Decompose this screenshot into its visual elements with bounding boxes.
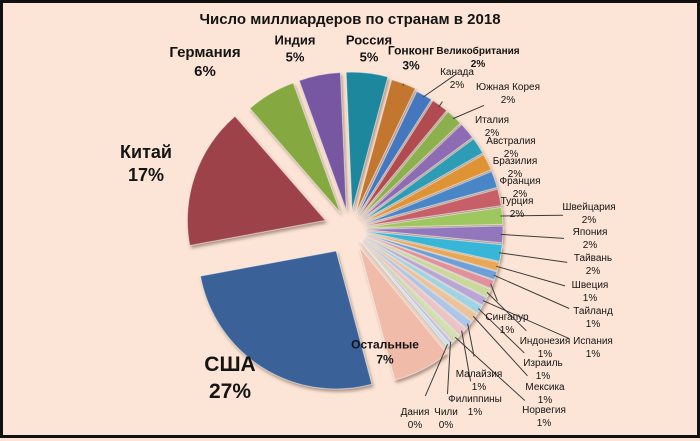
slice-name: Швейцария — [562, 202, 615, 213]
slice-percent: 0% — [434, 420, 458, 433]
slice-name: Мексика — [525, 382, 564, 393]
slice-name: Малайзия — [456, 369, 503, 380]
slice-percent: 2% — [573, 240, 608, 253]
slice-label-18: Тайланд 1% — [573, 306, 613, 332]
slice-label-0: США 27% — [204, 352, 255, 406]
slice-name: Германия — [169, 44, 240, 61]
slice-name: Дания — [401, 407, 430, 418]
slice-percent: 0% — [401, 420, 430, 433]
slice-name: Италия — [475, 115, 509, 126]
leader-line-27 — [447, 342, 450, 394]
slice-name: Сингапур — [485, 312, 528, 323]
slice-label-13: Турция 2% — [501, 196, 534, 222]
leader-line-18 — [494, 275, 569, 308]
slice-label-24: Малайзия 1% — [456, 369, 503, 395]
slice-name: Франция — [500, 176, 541, 187]
slice-percent: 2% — [562, 215, 615, 228]
slice-name: Китай — [120, 142, 172, 162]
slice-label-14: Швейцария 2% — [562, 202, 615, 228]
slice-name: Индонезия — [520, 336, 571, 347]
slice-name: Швеция — [572, 280, 609, 291]
slice-percent: 17% — [120, 164, 172, 187]
slice-name: Чили — [434, 407, 458, 418]
slice-name: Филиппины — [448, 394, 502, 405]
slice-name: Индия — [274, 32, 315, 47]
slice-label-3: Индия 5% — [274, 32, 315, 65]
slice-name: Гонконг — [388, 44, 434, 58]
slice-name: США — [204, 353, 255, 376]
slice-name: Япония — [573, 227, 608, 238]
slice-name: Россия — [346, 32, 392, 47]
slice-name: Бразилия — [493, 156, 538, 167]
slice-percent: 2% — [574, 266, 612, 279]
slice-percent: 7% — [351, 353, 419, 368]
slice-percent: 1% — [522, 418, 566, 431]
slice-label-15: Япония 2% — [573, 227, 608, 253]
slice-label-28: Дания 0% — [401, 407, 430, 433]
slice-name: Австралия — [486, 136, 535, 147]
slice-percent: 5% — [274, 49, 315, 66]
slice-name: Тайвань — [574, 253, 612, 264]
leader-line-16 — [499, 253, 567, 263]
slice-label-27: Чили 0% — [434, 407, 458, 433]
slice-label-7: Канада 2% — [440, 67, 474, 93]
slice-percent: 1% — [456, 382, 503, 395]
slice-percent: 1% — [573, 349, 613, 362]
slice-label-4: Россия 5% — [346, 32, 392, 65]
slice-percent: 1% — [573, 319, 613, 332]
slice-name: Канада — [440, 67, 474, 78]
slice-percent: 5% — [346, 49, 392, 66]
slice-percent: 2% — [440, 80, 474, 93]
slice-name: Норвегия — [522, 405, 566, 416]
slice-percent: 1% — [572, 293, 609, 306]
leader-line-15 — [501, 234, 564, 238]
slice-percent: 2% — [501, 209, 534, 222]
slice-percent: 6% — [169, 62, 240, 81]
slice-name: Испания — [573, 336, 613, 347]
slice-label-16: Тайвань 2% — [574, 253, 612, 279]
slice-label-21: Испания 1% — [573, 336, 613, 362]
slice-label-8: Южная Корея 2% — [476, 82, 540, 108]
slice-label-26: Норвегия 1% — [522, 405, 566, 431]
leader-line-19 — [491, 284, 498, 301]
slice-name: Великобритания — [436, 46, 519, 57]
slice-name: Остальные — [351, 338, 419, 352]
slice-name: Турция — [501, 196, 534, 207]
slice-percent: 27% — [204, 379, 255, 406]
slice-label-17: Швеция 1% — [572, 280, 609, 306]
slice-percent: 2% — [476, 95, 540, 108]
slice-percent: 3% — [388, 59, 434, 74]
leader-line-17 — [496, 266, 565, 286]
slice-name: Израиль — [523, 358, 563, 369]
slice-name: Южная Корея — [476, 82, 540, 93]
slice-name: Тайланд — [573, 306, 613, 317]
